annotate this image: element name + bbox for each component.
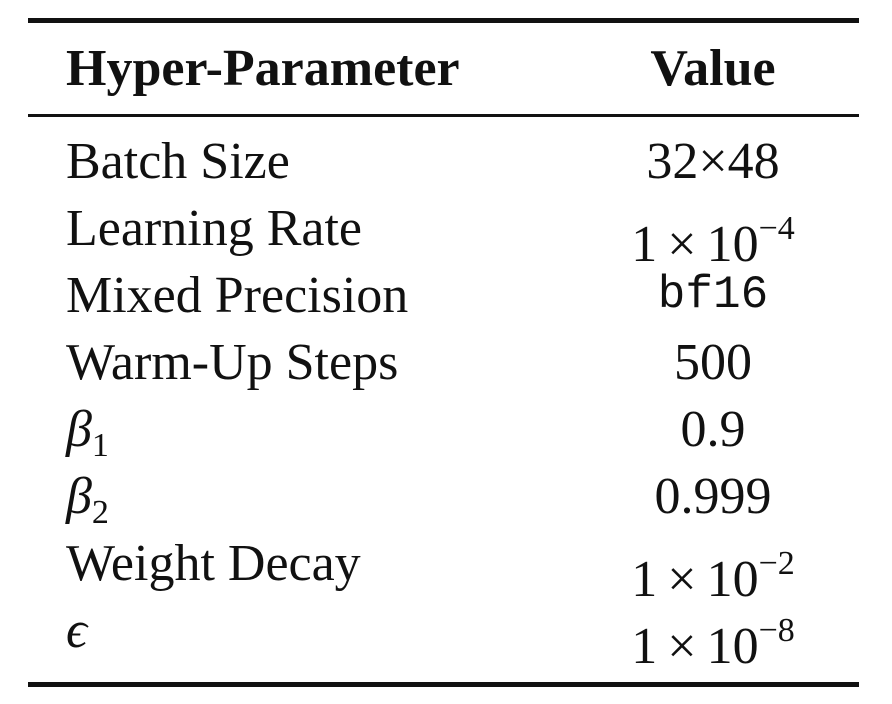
value-cell: 0.9: [680, 401, 746, 458]
param-cell: ϵ: [66, 597, 87, 664]
value-cell: 32×48: [646, 133, 780, 190]
value-cell: 1 × 10−8: [548, 597, 878, 680]
value-exponent: −4: [758, 210, 795, 247]
param-cell: Weight Decay: [66, 535, 361, 592]
value-base: 1: [631, 618, 658, 675]
value-cell: 500: [674, 334, 752, 391]
value-base: 1: [631, 551, 658, 608]
table-body: Batch Size 32×48 Learning Rate 1 × 10−4 Mi…: [0, 128, 892, 675]
value-cell: bf16: [657, 269, 769, 321]
param-cell: β2: [66, 463, 109, 546]
param-cell: Warm-Up Steps: [66, 334, 399, 391]
param-cell: Learning Rate: [66, 200, 362, 257]
table-row: Weight Decay 1 × 10−2: [0, 530, 892, 608]
value-mantissa: 10: [706, 618, 759, 675]
param-cell: Batch Size: [66, 133, 290, 190]
value-base: 1: [631, 216, 658, 273]
value-exponent: −2: [758, 545, 795, 582]
table-header-rule: [28, 114, 859, 117]
param-cell: Mixed Precision: [66, 267, 409, 324]
value-mantissa: 10: [706, 551, 759, 608]
param-subscript: 2: [91, 494, 109, 531]
param-cell: β1: [66, 396, 109, 479]
table-row: β2 0.999: [0, 463, 892, 531]
value-cell: 0.999: [654, 468, 772, 525]
value-cell: 1 × 10−4: [548, 195, 878, 278]
table-row: Mixed Precision bf16: [0, 262, 892, 329]
table-bottom-rule: [28, 682, 859, 687]
param-symbol: β: [66, 401, 92, 458]
table-top-rule: [28, 18, 859, 23]
value-mantissa: 10: [706, 216, 759, 273]
times-sign: ×: [667, 551, 697, 608]
table-header-row: Hyper-Parameter Value: [0, 30, 892, 108]
table-row: Learning Rate 1 × 10−4: [0, 195, 892, 273]
param-subscript: 1: [91, 427, 109, 464]
times-sign: ×: [667, 618, 697, 675]
value-cell: 1 × 10−2: [548, 530, 878, 613]
table-row: Batch Size 32×48: [0, 128, 892, 195]
value-exponent: −8: [758, 612, 795, 649]
table-row: ϵ 1 × 10−8: [0, 597, 892, 675]
table-row: Warm-Up Steps 500: [0, 329, 892, 396]
param-symbol: ϵ: [66, 602, 87, 659]
header-value: Value: [650, 40, 776, 97]
times-sign: ×: [667, 216, 697, 273]
table-row: β1 0.9: [0, 396, 892, 464]
header-hyper-parameter: Hyper-Parameter: [66, 40, 460, 97]
param-symbol: β: [66, 468, 92, 525]
